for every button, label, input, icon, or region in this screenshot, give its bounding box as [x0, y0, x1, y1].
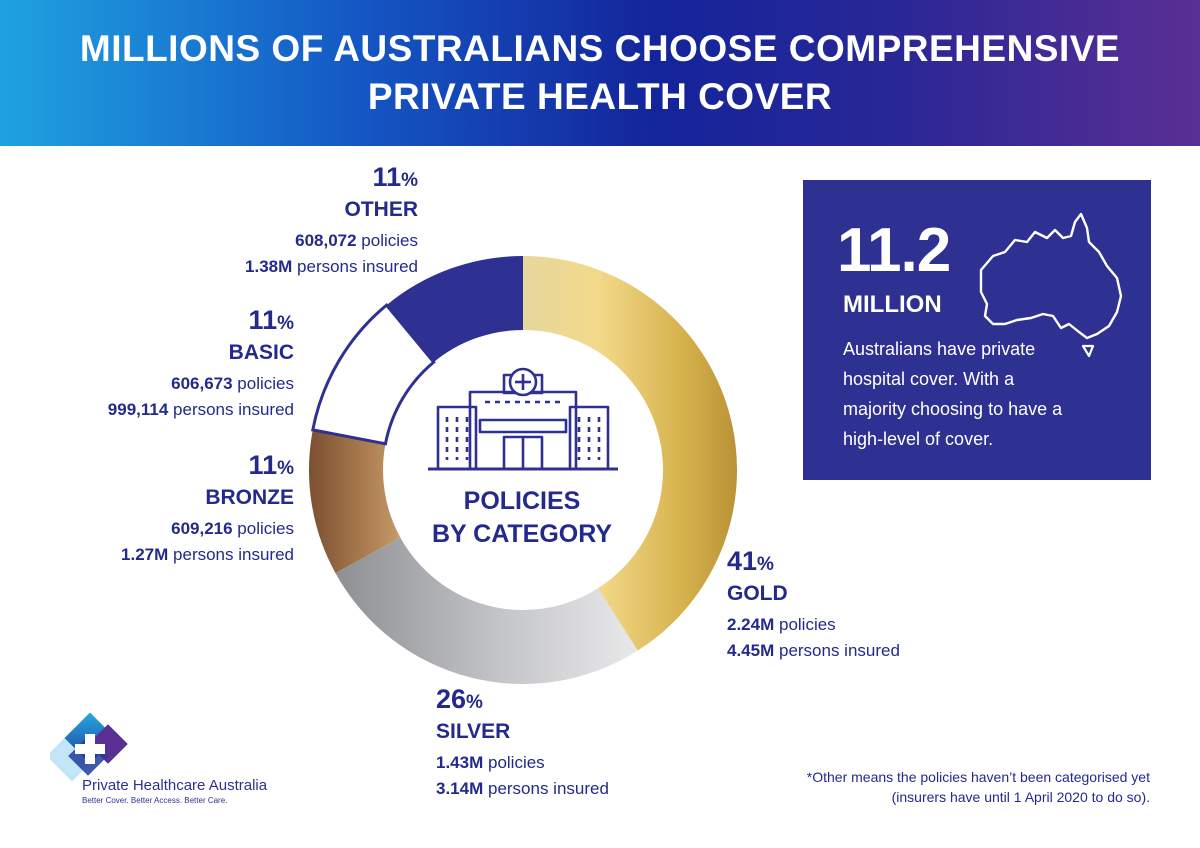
footnote-line1: *Other means the policies haven’t been c… — [806, 769, 1150, 785]
label-silver: 26% SILVER 1.43M policies 3.14M persons … — [436, 686, 609, 806]
logo-name: Private Healthcare Australia — [82, 777, 268, 794]
donut-slice-basic — [311, 302, 436, 446]
footnote: *Other means the policies haven’t been c… — [807, 767, 1150, 807]
label-gold: 41% GOLD 2.24M policies 4.45M persons in… — [727, 548, 900, 668]
private-healthcare-australia-logo — [50, 712, 128, 782]
bronze-category: BRONZE — [205, 486, 294, 509]
gold-category: GOLD — [727, 582, 788, 605]
label-basic: 11% BASIC 606,673 policies 999,114 perso… — [108, 307, 294, 427]
gold-persons: 4.45M persons insured — [727, 641, 900, 660]
bronze-persons: 1.27M persons insured — [121, 545, 294, 564]
basic-persons: 999,114 persons insured — [107, 400, 294, 419]
stat-box: 11.2 MILLION Australians have private ho… — [803, 180, 1151, 480]
other-category: OTHER — [344, 198, 419, 221]
hospital-icon — [428, 367, 618, 471]
footnote-line2: (insurers have until 1 April 2020 to do … — [891, 789, 1150, 805]
australia-map-icon — [979, 212, 1123, 358]
stat-number: 11.2 — [837, 216, 951, 285]
other-policies: 608,072 policies — [295, 231, 418, 250]
center-title-line2: BY CATEGORY — [431, 520, 613, 548]
bronze-percent: 11% — [248, 450, 294, 480]
donut-center-title: POLICIES BY CATEGORY — [400, 485, 644, 551]
other-persons: 1.38M persons insured — [245, 257, 418, 276]
stat-description: Australians have private hospital cover.… — [843, 339, 1063, 449]
logo-tagline: Better Cover. Better Access. Better Care… — [82, 796, 228, 805]
donut-slice-other — [386, 256, 523, 363]
stat-unit: MILLION — [843, 291, 942, 318]
donut-slice-bronze — [309, 429, 401, 574]
silver-persons: 3.14M persons insured — [436, 779, 609, 798]
label-bronze: 11% BRONZE 609,216 policies 1.27M person… — [121, 452, 294, 572]
basic-policies: 606,673 policies — [171, 374, 294, 393]
policies-donut-chart — [309, 256, 737, 684]
basic-percent: 11% — [248, 305, 294, 335]
header-banner: MILLIONS OF AUSTRALIANS CHOOSE COMPREHEN… — [0, 0, 1200, 146]
gold-policies: 2.24M policies — [727, 615, 836, 634]
header-title-line2: PRIVATE HEALTH COVER — [367, 76, 833, 117]
silver-category: SILVER — [436, 720, 511, 743]
header-title-line1: MILLIONS OF AUSTRALIANS CHOOSE COMPREHEN… — [79, 28, 1121, 69]
basic-category: BASIC — [228, 341, 294, 364]
other-percent: 11% — [372, 162, 418, 192]
gold-percent: 41% — [727, 546, 774, 576]
label-other: 11% OTHER 608,072 policies 1.38M persons… — [245, 164, 418, 284]
donut-slice-silver — [335, 537, 638, 684]
silver-percent: 26% — [436, 684, 483, 714]
center-title-line1: POLICIES — [463, 487, 581, 515]
donut-slice-gold — [523, 256, 737, 651]
silver-policies: 1.43M policies — [436, 753, 545, 772]
bronze-policies: 609,216 policies — [171, 519, 294, 538]
